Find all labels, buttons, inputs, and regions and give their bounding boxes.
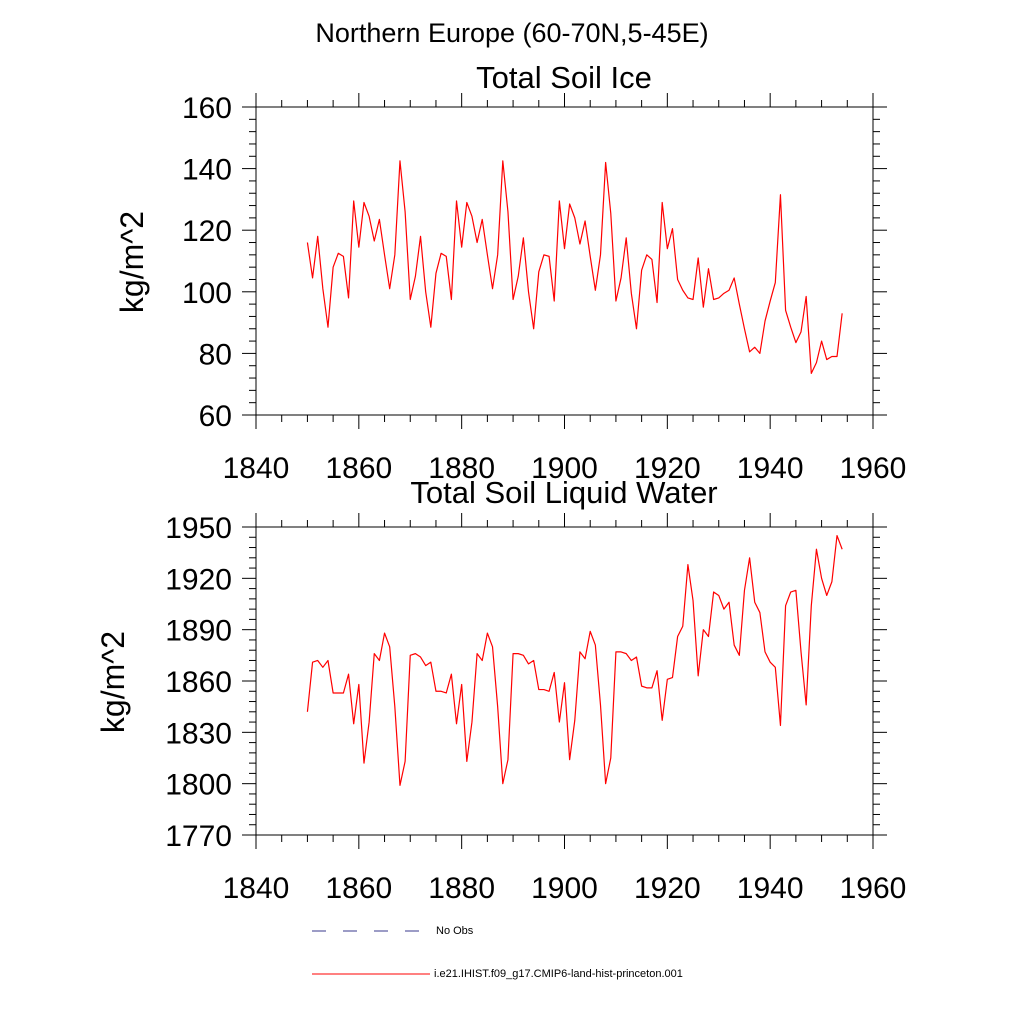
x-tick-label: 1920 xyxy=(634,872,701,905)
x-tick-label: 1840 xyxy=(223,872,290,905)
y-tick-label: 1860 xyxy=(165,666,232,699)
x-tick-label: 1860 xyxy=(325,872,392,905)
y-tick-label: 60 xyxy=(199,400,232,433)
y-tick-label: 80 xyxy=(199,338,232,371)
tick-labels-soil-liquid-water: 1840 1860 1880 1900 1920 1940 1960 1770 1800 1830… xyxy=(165,512,906,905)
x-tick-label: 1840 xyxy=(223,452,290,485)
y-tick-label: 1920 xyxy=(165,563,232,596)
y-axis-label-soil-ice: kg/m^2 xyxy=(114,211,150,313)
y-tick-label: 100 xyxy=(182,277,232,310)
y-tick-label: 1800 xyxy=(165,769,232,802)
x-tick-label: 1900 xyxy=(531,872,598,905)
y-tick-label: 140 xyxy=(182,154,232,187)
x-tick-label: 1880 xyxy=(428,452,495,485)
y-tick-label: 120 xyxy=(182,215,232,248)
chart-title-soil-ice: Total Soil Ice xyxy=(476,60,652,95)
x-tick-label: 1960 xyxy=(840,872,907,905)
y-axis-label-soil-liquid-water: kg/m^2 xyxy=(95,631,131,733)
axis-ticks-soil-liquid-water xyxy=(242,513,887,849)
x-tick-label: 1960 xyxy=(840,452,907,485)
y-tick-label: 1830 xyxy=(165,717,232,750)
y-tick-label: 1950 xyxy=(165,512,232,545)
x-tick-label: 1940 xyxy=(737,872,804,905)
x-tick-label: 1900 xyxy=(531,452,598,485)
chart-soil-liquid-water: Total Soil Liquid Water kg/m^2 1840 1860 1… xyxy=(95,475,906,905)
legend: No Obs i.e21.IHIST.f09_g17.CMIP6-land-hi… xyxy=(312,925,683,980)
chart-title-soil-liquid-water: Total Soil Liquid Water xyxy=(410,475,717,510)
series-line-soil-ice xyxy=(306,160,843,375)
y-tick-label: 1890 xyxy=(165,615,232,648)
legend-label-model-run: i.e21.IHIST.f09_g17.CMIP6-land-hist-prin… xyxy=(434,968,683,980)
legend-label-no-obs: No Obs xyxy=(436,925,474,937)
y-tick-label: 1770 xyxy=(165,820,232,853)
x-tick-label: 1940 xyxy=(737,452,804,485)
x-tick-label: 1920 xyxy=(634,452,701,485)
axis-ticks-soil-ice xyxy=(242,93,887,429)
figure-suptitle: Northern Europe (60-70N,5-45E) xyxy=(315,18,708,48)
tick-labels-soil-ice: 1840 1860 1880 1900 1920 1940 1960 60 80 100 120 14… xyxy=(182,92,906,485)
x-tick-label: 1860 xyxy=(325,452,392,485)
chart-soil-ice: Total Soil Ice kg/m^2 1840 1860 1880 1900 19… xyxy=(114,60,906,485)
y-tick-label: 160 xyxy=(182,92,232,125)
x-tick-label: 1880 xyxy=(428,872,495,905)
series-line-soil-liquid-water xyxy=(306,534,843,786)
